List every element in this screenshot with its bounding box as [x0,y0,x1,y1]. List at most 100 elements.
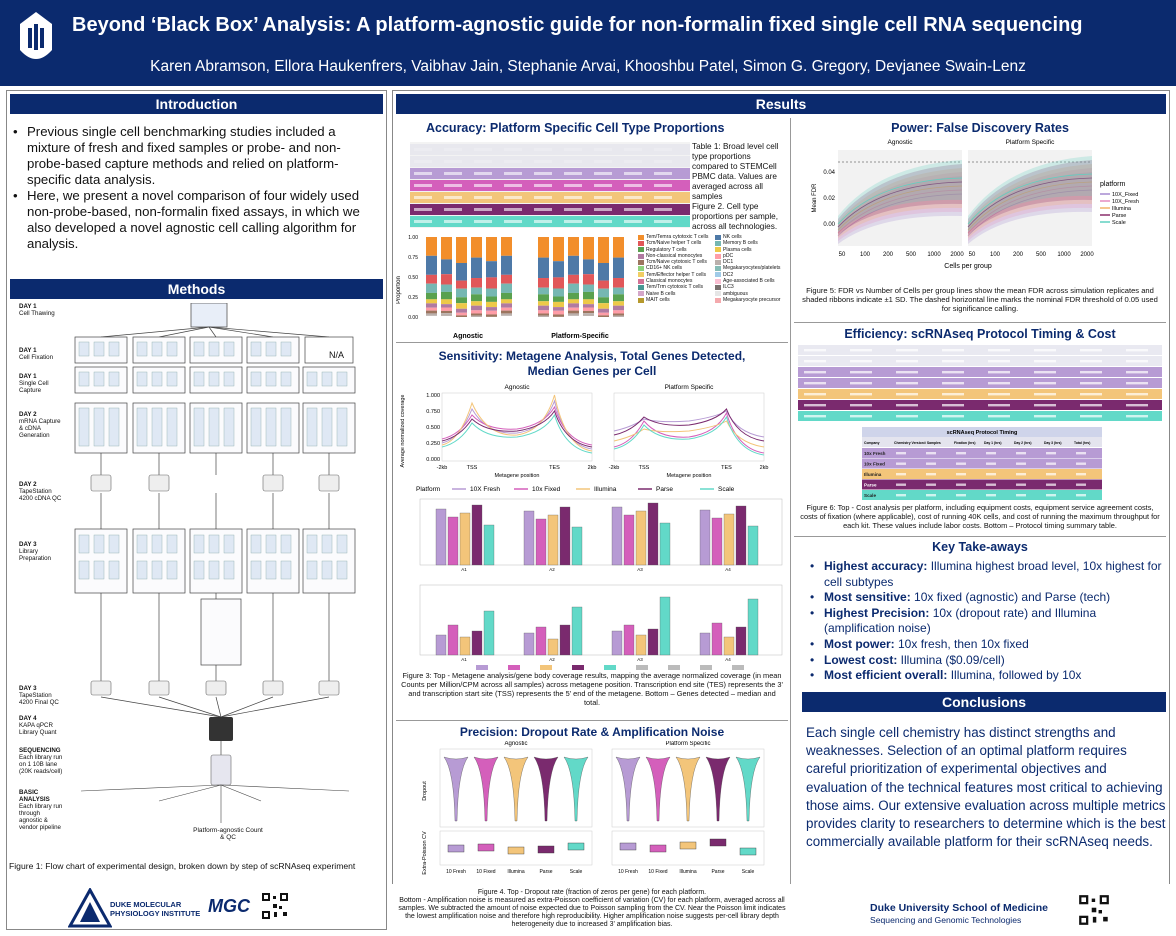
stacked-bar-segment [426,255,437,275]
bottom-right-logos: Duke University School of Medicine Seque… [794,886,1170,934]
stacked-bar-segment [553,296,564,302]
legend-swatch [715,247,721,253]
stacked-bar-segment [441,274,452,285]
dropout-violin [563,756,589,822]
gene-bar [699,632,711,656]
timing-cell [1076,483,1086,486]
metagene-line [441,405,593,446]
table-cell [654,172,672,175]
precision-caption-2: Bottom - Amplification noise is measured… [398,897,786,928]
day-number: DAY 1 [19,347,37,354]
cost-table-cell [850,349,872,352]
cost-table-cell [850,360,872,363]
plot-area [613,392,765,462]
timing-cell [986,483,996,486]
takeaway-item: Highest accuracy: Illumina highest broad… [806,559,1162,590]
gene-bar [735,626,747,656]
timing-header-cell: Fixation (hrs) [954,441,975,445]
lab-item-icon [193,341,205,357]
flow-arrow [158,696,222,718]
metagene-line [441,394,593,452]
timing-cell [1076,494,1086,497]
lab-item-icon [136,341,148,357]
legend-label: Tem/Temra cytotoxic T cells [646,234,709,240]
day-step: TapeStation 4200 Final QC [19,692,59,706]
table-cell [624,196,642,199]
stacked-bar-segment [456,288,467,298]
timing-row-label: 10x Fixed [864,462,885,467]
gene-bar [523,510,535,566]
lab-item-icon [265,407,277,447]
legend-label: Memory B cells [723,240,758,247]
legend-label: Illumina [1112,206,1132,212]
stacked-bar-segment [426,283,437,293]
stacked-bar-segment [613,294,624,302]
stacked-bar-segment [426,313,437,316]
stacked-bar-segment [441,237,452,260]
flow-arrow [100,696,222,718]
table-cell [594,220,612,223]
lab-item-icon [208,560,220,580]
cost-table-cell [804,371,826,374]
noise-boxplot [477,843,495,852]
table-cell [594,208,612,211]
dropout-violin [615,756,641,822]
legend-swatch [668,665,680,670]
stacked-bar-segment [598,262,609,281]
legend-label: Scale [718,486,735,493]
x-tick-label: -2kb [437,465,448,471]
lab-item-icon [136,371,148,387]
timing-cell [956,494,966,497]
table-cell [504,196,522,199]
timing-row [862,479,1102,490]
x-tick-label: Scale [742,869,755,875]
stacked-bar-segment [613,301,624,306]
methods-heading: Methods [10,279,383,299]
timing-header-cell: Chemistry Version [894,441,924,445]
table-cell [414,148,432,151]
stacked-bar-segment [441,291,452,300]
panel-title: Agnostic [504,741,527,747]
flow-arrow [100,326,210,338]
table-cell [414,220,432,223]
flow-arrow [220,784,350,792]
timing-cell [926,483,936,486]
sensitivity-title-2: Median Genes per Cell [527,364,657,378]
stacked-bar-segment [426,307,437,311]
table-cell [564,172,582,175]
table-cell [504,220,522,223]
table-cell [654,148,672,151]
power-title: Power: False Discovery Rates [891,121,1069,135]
lab-item-icon [280,341,292,357]
cost-table-cell [850,415,872,418]
y-tick-label: 0.75 [408,255,418,261]
noise-boxplot [447,844,465,853]
cost-table-cell [1034,360,1056,363]
stacked-bar-segment [568,292,579,300]
final-step-label: Platform-agnostic Count & QC [193,827,263,841]
timing-cell [956,483,966,486]
legend-swatch [638,253,644,259]
stacked-bar-segment [613,287,624,295]
stacked-bar-segment [538,305,549,311]
fdr-ribbon [968,160,1092,235]
lab-item-icon [78,341,90,357]
legend-item: Age-associated B cells [715,278,790,284]
legend-label: Tcm/Naive cytotoxic T cells [646,259,707,266]
qr-code-icon [261,892,289,920]
takeaway-item: Most efficient overall: Illumina, follow… [806,668,1162,684]
table-cell [444,160,462,163]
stacked-bar-segment [486,301,497,308]
panel-label: Platform-Specific [551,333,609,340]
fdr-line [837,181,963,228]
x-tick-label: TSS [467,465,478,471]
cost-table-cell [988,393,1010,396]
legend-item: Tem/Temra cytotoxic T cells [638,234,713,240]
lab-item-icon [280,560,292,580]
accuracy-caption: Table 1: Broad level cell type proportio… [692,142,779,231]
table-cell [534,160,552,163]
table-cell [444,220,462,223]
table-cell [474,148,492,151]
cost-table-cell [1080,349,1102,352]
x-tick-label: 10 Fixed [476,869,495,875]
